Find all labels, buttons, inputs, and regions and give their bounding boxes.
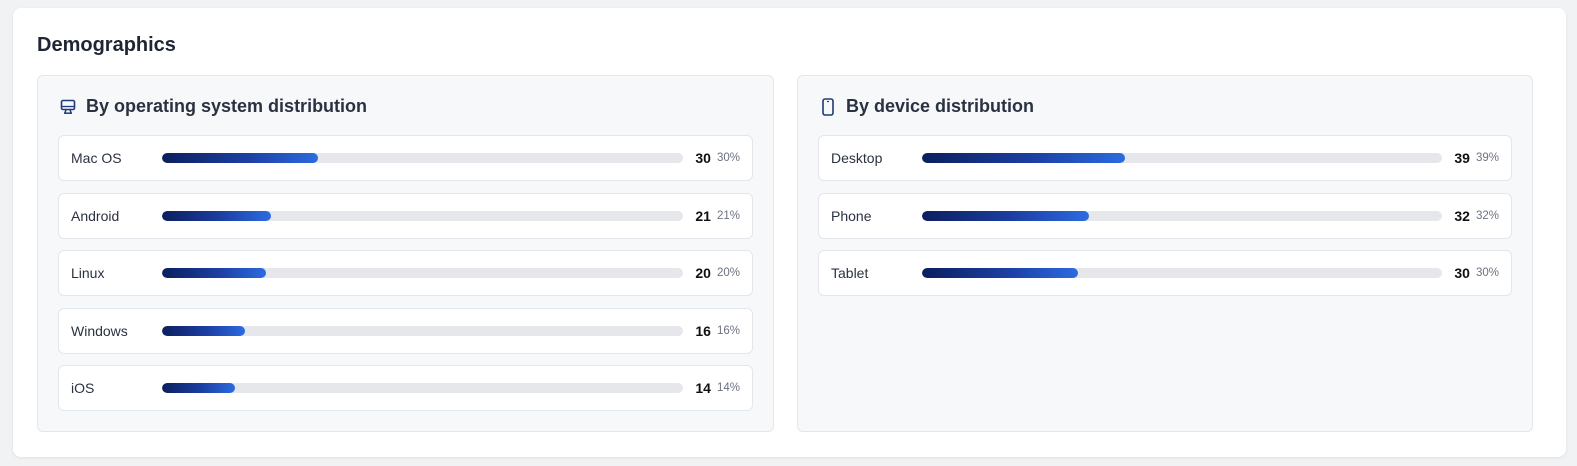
device-row-tablet: Tablet 30 30% bbox=[818, 250, 1512, 296]
row-percent: 32% bbox=[1475, 209, 1499, 222]
row-count: 21 bbox=[695, 207, 711, 224]
row-percent: 20% bbox=[716, 267, 740, 279]
row-label: Linux bbox=[71, 265, 105, 281]
progress-track bbox=[162, 268, 684, 278]
row-label: Mac OS bbox=[71, 150, 122, 166]
row-percent: 30% bbox=[1475, 267, 1499, 279]
row-count: 39 bbox=[1454, 150, 1470, 166]
row-count: 14 bbox=[695, 380, 711, 396]
progress-fill bbox=[162, 268, 267, 278]
panel-header: By operating system distribution bbox=[59, 96, 367, 117]
progress-track bbox=[922, 210, 1443, 221]
device-row-desktop: Desktop 39 39% bbox=[818, 135, 1512, 181]
device-row-phone: Phone 32 32% bbox=[818, 192, 1512, 239]
row-percent: 30% bbox=[716, 152, 740, 164]
progress-fill bbox=[162, 153, 319, 163]
row-percent: 16% bbox=[716, 324, 740, 337]
progress-track bbox=[162, 325, 684, 336]
row-label: iOS bbox=[71, 380, 95, 396]
progress-fill bbox=[162, 383, 235, 393]
row-percent: 21% bbox=[716, 209, 740, 222]
progress-fill bbox=[922, 210, 1089, 221]
os-row-mac-os: Mac OS 30 30% bbox=[58, 135, 753, 181]
row-label: Phone bbox=[831, 207, 872, 224]
os-distribution-panel: By operating system distribution Mac OS 3… bbox=[37, 75, 774, 432]
device-rows: Desktop 39 39% Phone 32 32% Tablet 30 30% bbox=[818, 135, 1512, 308]
os-row-windows: Windows 16 16% bbox=[58, 307, 753, 354]
device-distribution-panel: By device distribution Desktop 39 39% Phone… bbox=[797, 75, 1533, 432]
phone-icon bbox=[819, 97, 837, 116]
row-percent: 14% bbox=[716, 382, 740, 394]
progress-fill bbox=[922, 268, 1079, 278]
row-label: Tablet bbox=[831, 265, 869, 281]
progress-track bbox=[162, 383, 684, 393]
os-row-android: Android 21 21% bbox=[58, 192, 753, 239]
row-count: 20 bbox=[695, 265, 711, 281]
panel-title: By device distribution bbox=[846, 96, 1035, 116]
os-row-ios: iOS 14 14% bbox=[58, 365, 753, 411]
progress-fill bbox=[922, 153, 1125, 163]
row-label: Android bbox=[71, 207, 120, 224]
panel-header: By device distribution bbox=[819, 96, 1034, 117]
row-label: Windows bbox=[71, 322, 128, 339]
progress-track bbox=[922, 268, 1443, 278]
progress-track bbox=[162, 153, 684, 163]
progress-fill bbox=[162, 325, 246, 336]
monitor-icon bbox=[59, 98, 77, 116]
row-percent: 39% bbox=[1475, 152, 1499, 164]
panel-title: By operating system distribution bbox=[86, 96, 368, 116]
os-rows: Mac OS 30 30% Android 21 21% Linux 20 20% Windows… bbox=[58, 135, 753, 423]
row-count: 32 bbox=[1454, 207, 1470, 224]
row-count: 30 bbox=[1454, 265, 1470, 281]
progress-track bbox=[162, 210, 684, 221]
demographics-card: Demographics By operating system distrib… bbox=[13, 8, 1566, 457]
progress-fill bbox=[162, 210, 272, 221]
os-row-linux: Linux 20 20% bbox=[58, 250, 753, 296]
row-count: 16 bbox=[695, 322, 711, 339]
section-title: Demographics bbox=[37, 34, 176, 56]
progress-track bbox=[922, 153, 1443, 163]
row-label: Desktop bbox=[831, 150, 883, 166]
row-count: 30 bbox=[695, 150, 711, 166]
